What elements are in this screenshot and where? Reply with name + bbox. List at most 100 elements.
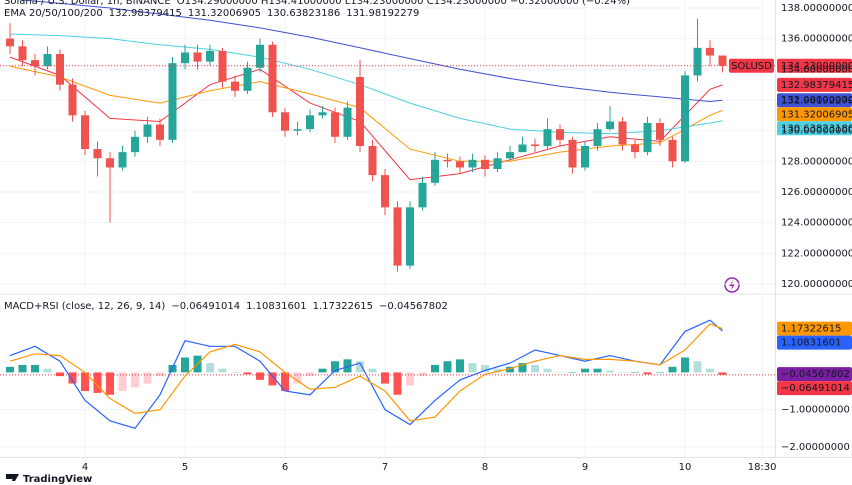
candle-body <box>568 139 577 168</box>
candle-body <box>418 182 427 208</box>
candle-body <box>543 129 552 146</box>
histogram-bar <box>431 364 439 373</box>
symbol-tag <box>729 58 774 73</box>
histogram-bar <box>593 368 602 373</box>
candle-body <box>156 124 164 140</box>
histogram-bar <box>681 357 689 373</box>
histogram-bar <box>118 372 127 392</box>
histogram-bar <box>468 363 477 373</box>
histogram-bar <box>81 372 89 392</box>
histogram-bar <box>381 372 389 384</box>
x-tick-label: 5 <box>182 462 188 473</box>
candle-body <box>118 152 127 168</box>
histogram-bar <box>418 372 427 377</box>
histogram-bar <box>156 372 164 377</box>
candle-body <box>143 124 152 137</box>
histogram-bar <box>393 372 402 395</box>
y-tick-label: 132.00000000 <box>781 95 852 106</box>
histogram-bar <box>56 372 64 377</box>
candle-body <box>593 129 602 146</box>
histogram-bar <box>256 372 264 380</box>
histogram-bar <box>343 359 352 373</box>
histogram-bar <box>93 372 102 393</box>
indicator-value: 131.32006905 <box>188 8 261 19</box>
value-tag-text: 1.10831601 <box>781 338 841 349</box>
histogram-bar <box>18 364 27 373</box>
candle-body <box>306 115 314 130</box>
value-tag <box>777 121 852 136</box>
candle-body <box>493 158 502 170</box>
histogram-bar <box>281 372 289 392</box>
histogram-bar <box>656 372 664 373</box>
y-tick-label: 124.00000000 <box>781 218 852 229</box>
candle-body <box>106 158 114 168</box>
candle-body <box>18 46 27 61</box>
indicator-value: 130.63823186 <box>267 8 340 19</box>
candle-body <box>256 44 264 68</box>
histogram-bar <box>106 372 114 395</box>
candle-body <box>706 47 714 56</box>
histogram-bar <box>581 368 589 373</box>
y-tick-label: 122.00000000 <box>781 248 852 259</box>
histogram-bar <box>556 372 564 373</box>
value-tag-text: 1.17322615 <box>781 324 841 335</box>
histogram-bar <box>506 366 514 373</box>
marks <box>0 0 775 429</box>
histogram-bar <box>631 372 639 373</box>
histogram-bar <box>68 372 77 384</box>
histogram-bar <box>268 372 277 386</box>
histogram-bar <box>231 372 239 373</box>
x-tick-label: 10 <box>679 462 692 473</box>
histogram-bar <box>481 364 489 373</box>
histogram-bar <box>706 368 714 373</box>
histogram-bar <box>356 361 364 373</box>
indicator-legend: EMA 20/50/100/200 <box>4 8 103 19</box>
x-tick-label: 18:30 <box>748 462 777 473</box>
candle-body <box>456 161 464 168</box>
candle-body <box>206 50 214 62</box>
x-tick-label: 4 <box>82 462 88 473</box>
y-tick-label: −2.00000000 <box>781 442 850 453</box>
histogram-bar <box>181 357 189 373</box>
indicator-value: 1.17322615 <box>313 301 373 312</box>
histogram-bar <box>206 363 214 373</box>
histogram-bar <box>31 364 39 373</box>
x-tick-label: 6 <box>282 462 288 473</box>
candle-body <box>193 52 202 62</box>
histogram-bar <box>6 366 14 373</box>
y-tick-label: 130.00000000 <box>781 126 852 137</box>
candle-body <box>331 112 339 137</box>
indicator-value: 132.98379415 <box>109 8 182 19</box>
price-tag-text: 134.23000000 <box>781 61 852 72</box>
tags: SOLUSD 134.23000000 132.98379415 131.981922… <box>729 58 852 396</box>
candle-body <box>368 146 377 176</box>
histogram-bar <box>131 372 139 388</box>
histogram-bar <box>668 366 677 373</box>
value-tag <box>777 93 852 108</box>
histogram-bar <box>518 363 527 373</box>
value-tag-text: 131.98192279 <box>781 95 852 106</box>
indicator-line <box>9 319 723 429</box>
histogram-bar <box>531 364 539 373</box>
candle-body <box>343 107 352 137</box>
candle-body <box>468 159 477 168</box>
candle-body <box>243 67 252 91</box>
candle-body <box>81 115 89 150</box>
indicator-line <box>9 33 723 135</box>
value-tag-text: −0.04567802 <box>781 369 850 380</box>
candle-body <box>718 55 727 66</box>
histogram-bar <box>293 372 302 384</box>
x-tick-label: 9 <box>582 462 588 473</box>
candle-body <box>443 159 452 162</box>
indicator-legend: MACD+RSI (close, 12, 26, 9, 14) <box>4 301 165 312</box>
candle-body <box>581 146 589 168</box>
value-tag-text: 131.32006905 <box>781 109 852 120</box>
candle-body <box>643 122 652 153</box>
histogram-bar <box>606 370 614 373</box>
indicator-value: 131.98192279 <box>346 8 419 19</box>
histogram-bar <box>218 368 227 373</box>
indicator-value: −0.06491014 <box>171 301 240 312</box>
value-tag <box>777 321 852 336</box>
histogram-bar <box>693 361 702 373</box>
candle-body <box>181 52 189 64</box>
